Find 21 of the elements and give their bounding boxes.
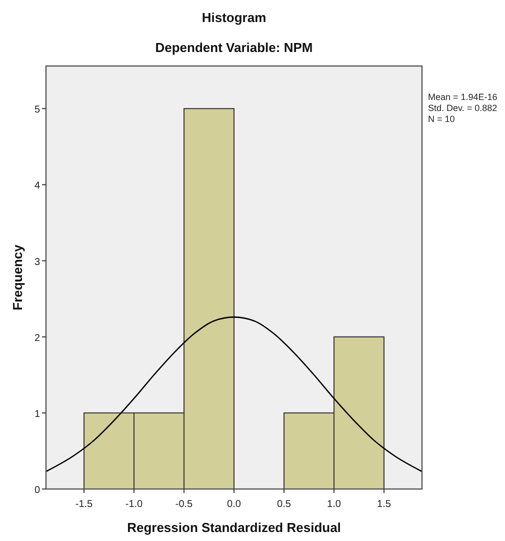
x-axis-title: Regression Standardized Residual [127,520,341,535]
y-tick-label: 1 [34,408,40,420]
x-tick-label: 0.0 [227,499,242,510]
text: Std. Dev. = 0.882 [428,103,498,113]
text: N = 10 [428,114,455,124]
x-tick-label: -1.0 [125,499,144,510]
x-tick-label: 1.5 [377,499,392,510]
chart-subtitle: Dependent Variable: NPM [155,40,313,55]
x-tick-label: -0.5 [175,499,194,510]
x-tick-label: 1.0 [327,499,342,510]
chart-title: Histogram [202,10,266,25]
y-tick-label: 2 [34,332,40,344]
line-series [46,316,422,472]
y-tick-label: 4 [34,180,40,192]
x-tick-label: 0.5 [277,499,292,510]
text: Mean = 1.94E-16 [428,92,498,102]
y-tick-label: 5 [34,104,40,116]
y-axis-title: Frequency [10,244,25,310]
y-tick-label: 0 [34,485,40,496]
y-tick-label: 3 [34,256,40,268]
x-tick-label: -1.5 [75,499,94,510]
